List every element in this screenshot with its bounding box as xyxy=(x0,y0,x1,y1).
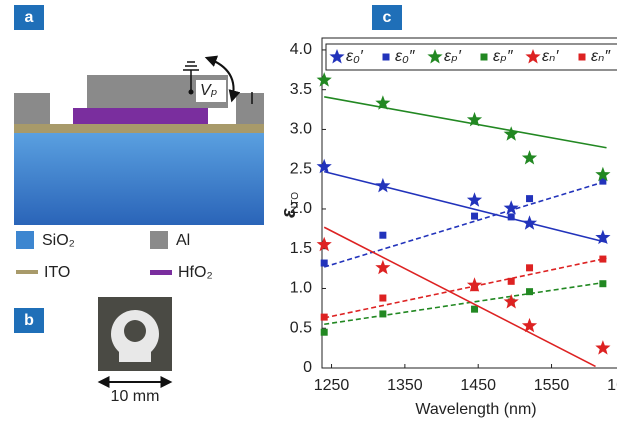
y-tick-label: 2.0 xyxy=(290,200,312,217)
square-marker xyxy=(321,329,328,336)
star-marker xyxy=(504,126,519,141)
fit-line xyxy=(324,172,606,243)
square-marker xyxy=(321,314,328,321)
legend-marker xyxy=(579,54,586,61)
star-marker xyxy=(522,215,537,229)
legend-swatch xyxy=(16,231,34,249)
y-tick-label: 0 xyxy=(303,359,312,376)
legend-swatch xyxy=(16,270,38,274)
y-tick-label: 3.5 xyxy=(290,81,312,98)
x-tick-label: 1550 xyxy=(534,377,570,394)
star-marker xyxy=(375,260,390,275)
square-marker xyxy=(379,232,386,239)
device-diagram xyxy=(14,58,264,225)
square-marker xyxy=(526,195,533,202)
y-tick-label: 1.5 xyxy=(290,240,312,257)
legend-label: εₙ″ xyxy=(591,48,611,65)
square-marker xyxy=(321,260,328,267)
square-marker xyxy=(471,306,478,313)
x-tick-label: 1450 xyxy=(460,377,496,394)
square-marker xyxy=(379,295,386,302)
sample-photo xyxy=(98,297,172,382)
gate-label: Vₚ xyxy=(200,82,218,99)
fit-line xyxy=(324,97,606,148)
star-marker xyxy=(317,159,332,174)
legend-label: ITO xyxy=(44,264,70,281)
legend-label: εₚ″ xyxy=(493,48,514,65)
square-marker xyxy=(379,310,386,317)
square-marker xyxy=(526,288,533,295)
star-marker xyxy=(317,72,332,87)
square-marker xyxy=(599,256,606,263)
square-marker xyxy=(508,278,515,285)
square-marker xyxy=(526,264,533,271)
legend-label: Al xyxy=(176,232,190,249)
legend-swatch xyxy=(150,270,172,275)
legend-marker xyxy=(481,54,488,61)
fit-line xyxy=(324,227,595,366)
x-tick-label: 1250 xyxy=(314,377,350,394)
x-axis-title: Wavelength (nm) xyxy=(415,401,536,418)
legend-label: εₙ′ xyxy=(542,48,559,65)
panel-label: b xyxy=(24,312,34,329)
square-marker xyxy=(471,284,478,291)
square-marker xyxy=(599,280,606,287)
square-marker xyxy=(508,213,515,220)
y-tick-label: 0.5 xyxy=(290,319,312,336)
legend-swatch xyxy=(150,231,168,249)
y-tick-label: 3.0 xyxy=(290,121,312,138)
star-marker xyxy=(522,150,537,164)
panel-label: a xyxy=(25,9,34,26)
star-marker xyxy=(375,178,390,193)
x-tick-label: 1650 xyxy=(607,377,617,394)
star-marker xyxy=(504,200,519,214)
legend-marker xyxy=(383,54,390,61)
scale-label: 10 mm xyxy=(111,388,160,405)
panel-label: c xyxy=(383,9,392,26)
star-marker xyxy=(595,340,610,355)
legend-label: ε₀″ xyxy=(395,48,416,65)
square-marker xyxy=(471,213,478,220)
legend-label: ε₀′ xyxy=(346,48,364,65)
legend-label: HfO₂ xyxy=(178,264,213,281)
legend-label: SiO₂ xyxy=(42,232,75,249)
figure: a b c Vₚ SiO₂ Al ITO HfO₂ 10 mm Wavele xyxy=(0,0,617,421)
y-tick-label: 1.0 xyxy=(290,280,312,297)
x-tick-label: 1350 xyxy=(387,377,423,394)
star-marker xyxy=(467,192,482,207)
y-tick-label: 2.5 xyxy=(290,160,312,177)
y-tick-label: 4.0 xyxy=(290,41,312,58)
legend-label: εₚ′ xyxy=(444,48,462,65)
fit-line xyxy=(324,181,606,267)
legend-box xyxy=(326,44,617,70)
